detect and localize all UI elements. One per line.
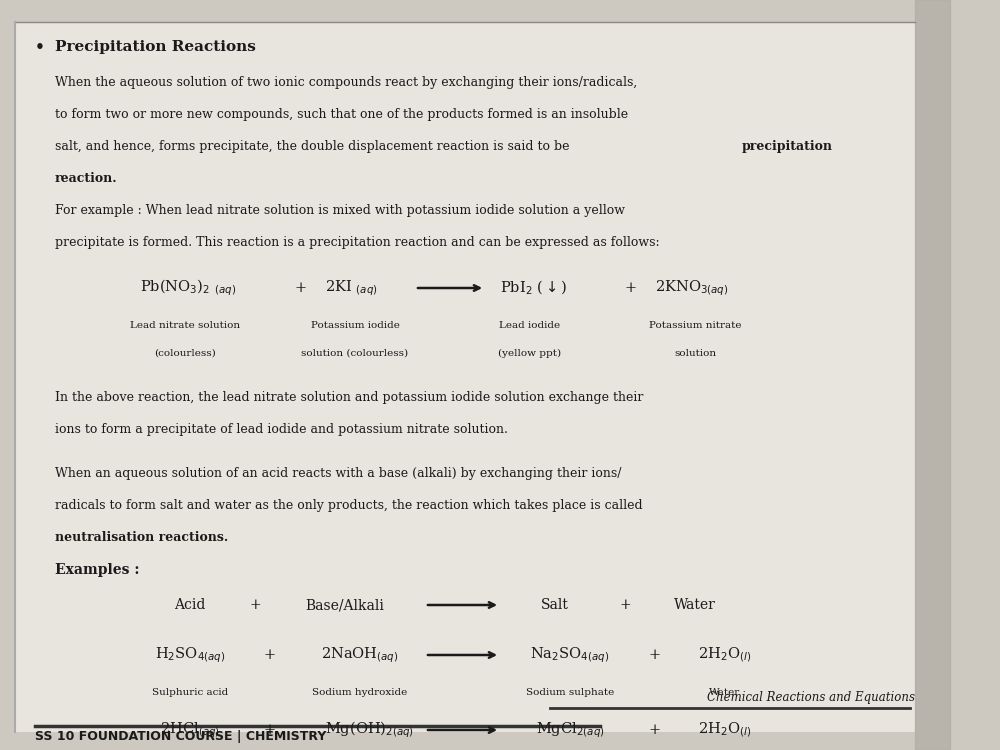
- Text: PbI$_2$ ($\downarrow$): PbI$_2$ ($\downarrow$): [500, 279, 567, 297]
- Text: +: +: [264, 723, 276, 737]
- Text: Lead iodide: Lead iodide: [499, 321, 561, 330]
- Text: Mg(OH)$_{2(aq)}$: Mg(OH)$_{2(aq)}$: [325, 720, 415, 740]
- Text: Precipitation Reactions: Precipitation Reactions: [55, 40, 256, 54]
- Text: For example : When lead nitrate solution is mixed with potassium iodide solution: For example : When lead nitrate solution…: [55, 204, 625, 217]
- Text: +: +: [619, 598, 631, 612]
- Text: precipitation: precipitation: [742, 140, 832, 153]
- Text: 2KI $_{(aq)}$: 2KI $_{(aq)}$: [325, 278, 378, 298]
- Text: Water: Water: [709, 688, 741, 697]
- Text: Pb(NO$_3$)$_2$ $_{(aq)}$: Pb(NO$_3$)$_2$ $_{(aq)}$: [140, 278, 236, 298]
- Text: +: +: [249, 598, 261, 612]
- Text: 2HCl$_{(aq)}$: 2HCl$_{(aq)}$: [160, 720, 220, 740]
- Text: MgCl$_{2(aq)}$: MgCl$_{2(aq)}$: [536, 720, 604, 740]
- Text: Sodium sulphate: Sodium sulphate: [526, 688, 614, 697]
- Text: •: •: [35, 40, 45, 55]
- Text: neutralisation reactions.: neutralisation reactions.: [55, 531, 228, 544]
- Text: (colourless): (colourless): [154, 349, 216, 358]
- Text: +: +: [649, 723, 661, 737]
- Text: H$_2$SO$_{4(aq)}$: H$_2$SO$_{4(aq)}$: [155, 645, 225, 664]
- Text: Potassium nitrate: Potassium nitrate: [649, 321, 741, 330]
- Text: Potassium iodide: Potassium iodide: [311, 321, 399, 330]
- Text: In the above reaction, the lead nitrate solution and potassium iodide solution e: In the above reaction, the lead nitrate …: [55, 391, 643, 404]
- Text: Sodium hydroxide: Sodium hydroxide: [312, 688, 408, 697]
- Text: 2H$_2$O$_{(l)}$: 2H$_2$O$_{(l)}$: [698, 646, 752, 664]
- Text: 2KNO$_{3(aq)}$: 2KNO$_{3(aq)}$: [655, 278, 729, 298]
- Text: Salt: Salt: [541, 598, 569, 612]
- Text: Na$_2$SO$_{4(aq)}$: Na$_2$SO$_{4(aq)}$: [530, 645, 610, 664]
- Text: Acid: Acid: [174, 598, 206, 612]
- Text: Lead nitrate solution: Lead nitrate solution: [130, 321, 240, 330]
- Text: precipitate is formed. This reaction is a precipitation reaction and can be expr: precipitate is formed. This reaction is …: [55, 236, 660, 249]
- Text: to form two or more new compounds, such that one of the products formed is an in: to form two or more new compounds, such …: [55, 108, 628, 121]
- Text: radicals to form salt and water as the only products, the reaction which takes p: radicals to form salt and water as the o…: [55, 499, 643, 512]
- Text: +: +: [295, 281, 307, 295]
- Text: solution: solution: [674, 349, 716, 358]
- Text: Water: Water: [674, 598, 716, 612]
- Text: Base/Alkali: Base/Alkali: [306, 598, 384, 612]
- Text: 2NaOH$_{(aq)}$: 2NaOH$_{(aq)}$: [321, 645, 399, 664]
- Text: When an aqueous solution of an acid reacts with a base (alkali) by exchanging th: When an aqueous solution of an acid reac…: [55, 467, 622, 480]
- Text: +: +: [649, 648, 661, 662]
- Text: (yellow ppt): (yellow ppt): [498, 349, 562, 358]
- Text: salt, and hence, forms precipitate, the double displacement reaction is said to : salt, and hence, forms precipitate, the …: [55, 140, 574, 153]
- Text: SS 10 FOUNDATION COURSE | CHEMISTRY: SS 10 FOUNDATION COURSE | CHEMISTRY: [35, 730, 326, 743]
- Text: Examples :: Examples :: [55, 563, 140, 577]
- Text: When the aqueous solution of two ionic compounds react by exchanging their ions/: When the aqueous solution of two ionic c…: [55, 76, 637, 89]
- Text: +: +: [625, 281, 637, 295]
- Text: solution (colourless): solution (colourless): [301, 349, 409, 358]
- Text: 2H$_2$O$_{(l)}$: 2H$_2$O$_{(l)}$: [698, 721, 752, 740]
- Text: +: +: [264, 648, 276, 662]
- Text: Sulphuric acid: Sulphuric acid: [152, 688, 228, 697]
- Text: ions to form a precipitate of lead iodide and potassium nitrate solution.: ions to form a precipitate of lead iodid…: [55, 423, 508, 436]
- Text: reaction.: reaction.: [55, 172, 118, 185]
- Text: Chemical Reactions and Equations: Chemical Reactions and Equations: [707, 691, 915, 704]
